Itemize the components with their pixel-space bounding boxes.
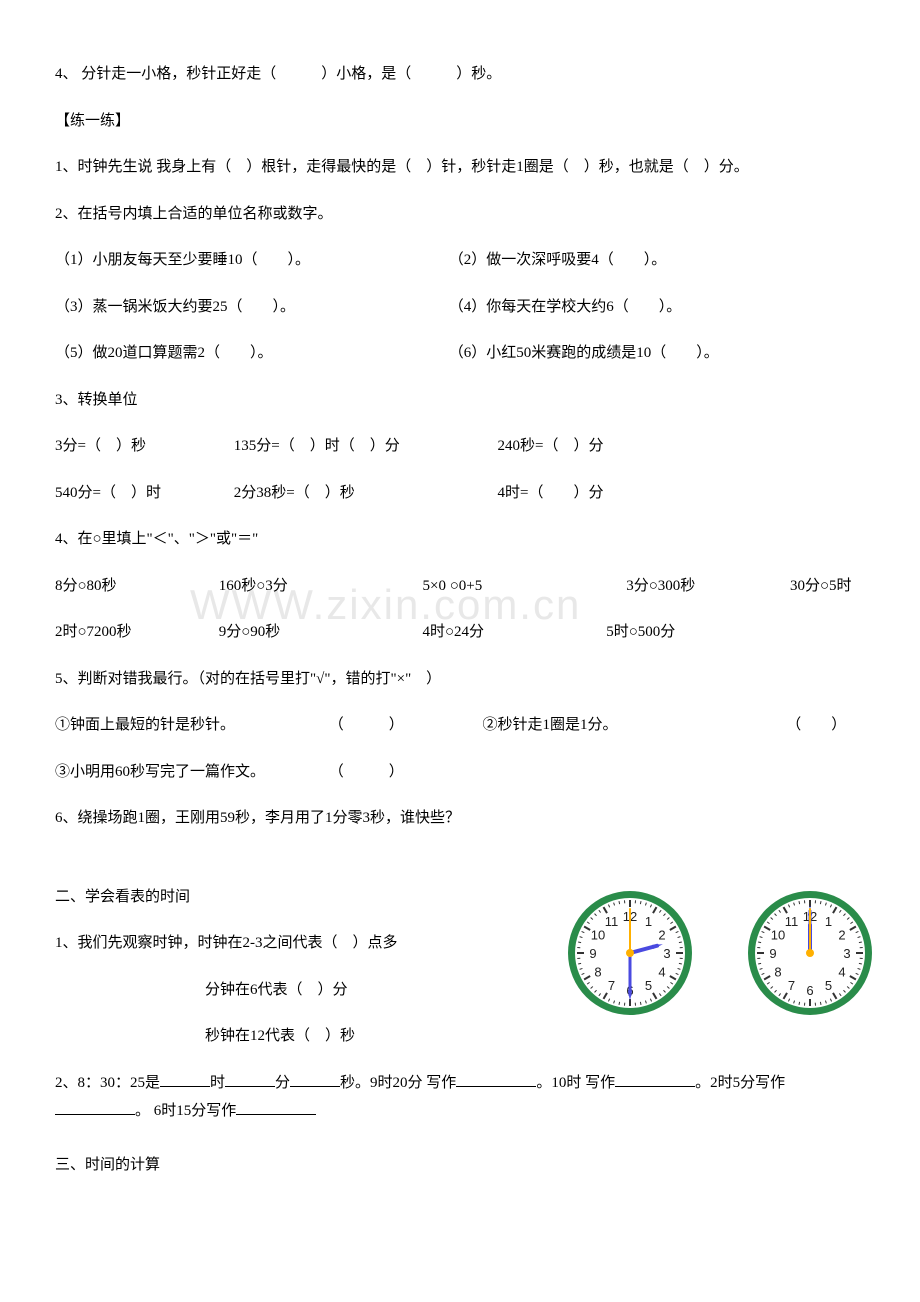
svg-text:2: 2 xyxy=(658,928,665,943)
blank-4 xyxy=(456,1071,536,1087)
practice-2-1: （1）小朋友每天至少要睡10（ ）。 xyxy=(55,246,445,275)
svg-text:9: 9 xyxy=(589,946,596,961)
s2-1c: 秒钟在12代表（ ）秒 xyxy=(55,1022,865,1051)
svg-text:10: 10 xyxy=(771,928,785,943)
p5-2: ②秒针走1圈是1分。 xyxy=(483,711,783,740)
practice-2-row2: （3）蒸一锅米饭大约要25（ ）。 （4）你每天在学校大约6（ ）。 xyxy=(55,293,865,322)
blank-3 xyxy=(290,1071,340,1087)
practice-6: 6、绕操场跑1圈，王刚用59秒，李月用了1分零3秒，谁快些？ xyxy=(55,804,865,833)
practice-3: 3、转换单位 xyxy=(55,386,865,415)
practice-2-6: （6）小红50米赛跑的成绩是10（ ）。 xyxy=(449,345,719,361)
p4-i: 5时○500分 xyxy=(606,618,675,647)
p4-f: 2时○7200秒 xyxy=(55,618,215,647)
svg-text:7: 7 xyxy=(788,978,795,993)
p5-3: ③小明用60秒写完了一篇作文。 xyxy=(55,758,325,787)
s2-2c: 分 xyxy=(275,1075,290,1091)
svg-text:11: 11 xyxy=(605,914,619,929)
p5-1-paren: （ ） xyxy=(329,711,479,740)
svg-text:4: 4 xyxy=(838,965,845,980)
clock-1: 121234567891011 xyxy=(565,888,695,1018)
practice-2-row3: （5）做20道口算题需2（ ）。 （6）小红50米赛跑的成绩是10（ ）。 xyxy=(55,339,865,368)
practice-2-row1: （1）小朋友每天至少要睡10（ ）。 （2）做一次深呼吸要4（ ）。 xyxy=(55,246,865,275)
p4-a: 8分○80秒 xyxy=(55,572,215,601)
svg-text:2: 2 xyxy=(838,928,845,943)
practice-1: 1、时钟先生说 我身上有（ ）根针，走得最快的是（ ）针，秒针走1圈是（ ）秒，… xyxy=(55,153,865,182)
svg-text:6: 6 xyxy=(806,983,813,998)
clock-2: 121234567891011 xyxy=(745,888,875,1018)
p5-2-paren: （ ） xyxy=(786,717,846,733)
blank-5 xyxy=(615,1071,695,1087)
p5-1: ①钟面上最短的针是秒针。 xyxy=(55,711,325,740)
practice-2-4: （4）你每天在学校大约6（ ）。 xyxy=(449,299,682,315)
s2-2g: 。 6时15分写作 xyxy=(135,1103,236,1119)
practice-2: 2、在括号内填上合适的单位名称或数字。 xyxy=(55,200,865,229)
svg-text:3: 3 xyxy=(843,946,850,961)
practice-3-row1: 3分=（ ）秒 135分=（ ）时（ ）分 240秒=（ ）分 xyxy=(55,432,865,461)
blank-2 xyxy=(225,1071,275,1087)
svg-text:10: 10 xyxy=(591,928,605,943)
p4-e: 30分○5时 xyxy=(790,572,852,601)
p4-b: 160秒○3分 xyxy=(219,572,419,601)
practice-4-row1: 8分○80秒 160秒○3分 5×0 ○0+5 3分○300秒 30分○5时 xyxy=(55,572,865,601)
s2-2f: 。2时5分写作 xyxy=(695,1075,785,1091)
practice-5-row1: ①钟面上最短的针是秒针。 （ ） ②秒针走1圈是1分。 （ ） xyxy=(55,711,865,740)
s2-2b: 时 xyxy=(210,1075,225,1091)
practice-4: 4、在○里填上"＜"、"＞"或"＝" xyxy=(55,525,865,554)
practice-4-row2: 2时○7200秒 9分○90秒 4时○24分 5时○500分 xyxy=(55,618,865,647)
practice-5-row2: ③小明用60秒写完了一篇作文。 （ ） xyxy=(55,758,865,787)
svg-text:8: 8 xyxy=(774,965,781,980)
svg-text:3: 3 xyxy=(663,946,670,961)
practice-3-row2: 540分=（ ）时 2分38秒=（ ）秒 4时=（ ）分 xyxy=(55,479,865,508)
blank-1 xyxy=(160,1071,210,1087)
practice-2-3: （3）蒸一锅米饭大约要25（ ）。 xyxy=(55,293,445,322)
svg-text:4: 4 xyxy=(658,965,665,980)
p3-b: 135分=（ ）时（ ）分 xyxy=(234,432,494,461)
s2-2e: 。10时 写作 xyxy=(536,1075,615,1091)
svg-text:11: 11 xyxy=(785,914,799,929)
p4-g: 9分○90秒 xyxy=(219,618,419,647)
svg-text:7: 7 xyxy=(608,978,615,993)
p3-c: 240秒=（ ）分 xyxy=(498,432,604,461)
p3-d: 540分=（ ）时 xyxy=(55,479,230,508)
svg-text:8: 8 xyxy=(594,965,601,980)
p3-a: 3分=（ ）秒 xyxy=(55,432,230,461)
practice-5: 5、判断对错我最行。（对的在括号里打"√"，错的打"×" ） xyxy=(55,665,865,694)
blank-7 xyxy=(236,1099,316,1115)
blank-6 xyxy=(55,1099,135,1115)
p3-f: 4时=（ ）分 xyxy=(498,479,604,508)
question-4: 4、 分针走一小格，秒针正好走（ ）小格，是（ ）秒。 xyxy=(55,60,865,89)
svg-text:5: 5 xyxy=(645,978,652,993)
practice-2-2: （2）做一次深呼吸要4（ ）。 xyxy=(449,252,667,268)
s2-2a: 2、8：30：25是 xyxy=(55,1075,160,1091)
practice-header: 【练一练】 xyxy=(55,107,865,136)
svg-text:1: 1 xyxy=(825,914,832,929)
practice-2-5: （5）做20道口算题需2（ ）。 xyxy=(55,339,445,368)
s2-2: 2、8：30：25是 时 分 秒。9时20分 写作 。10时 写作 。2时5分写作。 6时… xyxy=(55,1069,865,1126)
section-3-title: 三、时间的计算 xyxy=(55,1151,865,1180)
p5-3-paren: （ ） xyxy=(329,764,404,780)
s2-2d: 秒。9时20分 写作 xyxy=(340,1075,456,1091)
p4-d: 3分○300秒 xyxy=(626,572,786,601)
svg-text:1: 1 xyxy=(645,914,652,929)
svg-text:9: 9 xyxy=(769,946,776,961)
p4-c: 5×0 ○0+5 xyxy=(423,572,623,601)
svg-text:5: 5 xyxy=(825,978,832,993)
p3-e: 2分38秒=（ ）秒 xyxy=(234,479,494,508)
p4-h: 4时○24分 xyxy=(423,618,603,647)
clock-images: 121234567891011 121234567891011 xyxy=(565,888,875,1018)
